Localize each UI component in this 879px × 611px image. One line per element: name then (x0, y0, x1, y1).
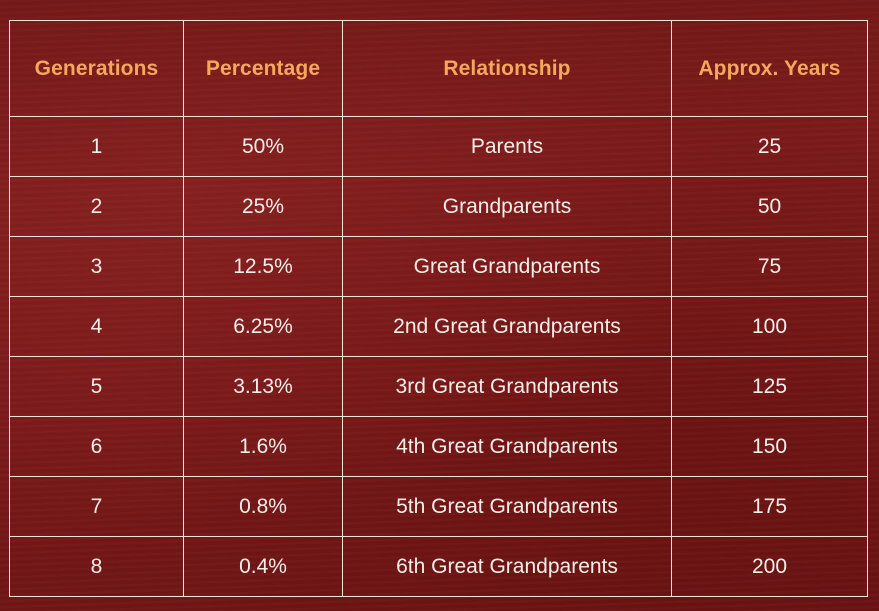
header-relationship: Relationship (342, 20, 672, 117)
cell-percentage: 6.25% (183, 296, 343, 357)
cell-years: 75 (671, 236, 868, 297)
cell-relationship: 4th Great Grandparents (342, 416, 672, 477)
cell-years: 25 (671, 116, 868, 177)
cell-years: 150 (671, 416, 868, 477)
cell-relationship: Grandparents (342, 176, 672, 237)
table-row: 2 25% Grandparents 50 (9, 176, 868, 237)
cell-years: 100 (671, 296, 868, 357)
cell-generation: 8 (9, 536, 184, 597)
cell-percentage: 0.4% (183, 536, 343, 597)
table-row: 1 50% Parents 25 (9, 116, 868, 177)
table-row: 3 12.5% Great Grandparents 75 (9, 236, 868, 297)
cell-percentage: 3.13% (183, 356, 343, 417)
table-row: 5 3.13% 3rd Great Grandparents 125 (9, 356, 868, 417)
cell-percentage: 25% (183, 176, 343, 237)
table-row: 8 0.4% 6th Great Grandparents 200 (9, 536, 868, 597)
cell-relationship: 2nd Great Grandparents (342, 296, 672, 357)
cell-generation: 7 (9, 476, 184, 537)
generations-table: Generations Percentage Relationship Appr… (9, 20, 868, 597)
header-row: Generations Percentage Relationship Appr… (9, 20, 868, 117)
cell-relationship: 6th Great Grandparents (342, 536, 672, 597)
cell-generation: 5 (9, 356, 184, 417)
header-percentage: Percentage (183, 20, 343, 117)
cell-relationship: Parents (342, 116, 672, 177)
cell-generation: 2 (9, 176, 184, 237)
cell-relationship: 3rd Great Grandparents (342, 356, 672, 417)
cell-generation: 3 (9, 236, 184, 297)
cell-years: 125 (671, 356, 868, 417)
cell-percentage: 0.8% (183, 476, 343, 537)
table-row: 4 6.25% 2nd Great Grandparents 100 (9, 296, 868, 357)
cell-years: 50 (671, 176, 868, 237)
cell-generation: 4 (9, 296, 184, 357)
table-row: 7 0.8% 5th Great Grandparents 175 (9, 476, 868, 537)
cell-percentage: 1.6% (183, 416, 343, 477)
cell-generation: 6 (9, 416, 184, 477)
cell-percentage: 12.5% (183, 236, 343, 297)
header-generations: Generations (9, 20, 184, 117)
cell-generation: 1 (9, 116, 184, 177)
header-approx-years: Approx. Years (671, 20, 868, 117)
table-row: 6 1.6% 4th Great Grandparents 150 (9, 416, 868, 477)
cell-years: 175 (671, 476, 868, 537)
cell-relationship: 5th Great Grandparents (342, 476, 672, 537)
cell-years: 200 (671, 536, 868, 597)
cell-relationship: Great Grandparents (342, 236, 672, 297)
cell-percentage: 50% (183, 116, 343, 177)
